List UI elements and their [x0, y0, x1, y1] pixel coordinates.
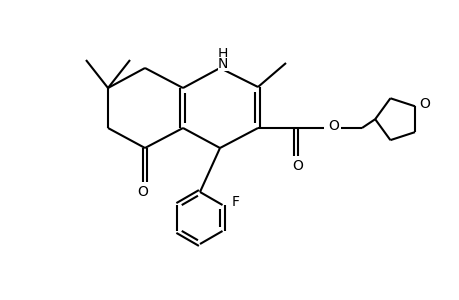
Text: N: N	[218, 57, 228, 71]
Text: O: O	[419, 97, 430, 111]
Text: H: H	[218, 47, 228, 61]
Text: O: O	[328, 119, 339, 133]
Text: F: F	[231, 195, 239, 209]
Text: O: O	[292, 159, 303, 173]
Text: O: O	[137, 185, 148, 199]
